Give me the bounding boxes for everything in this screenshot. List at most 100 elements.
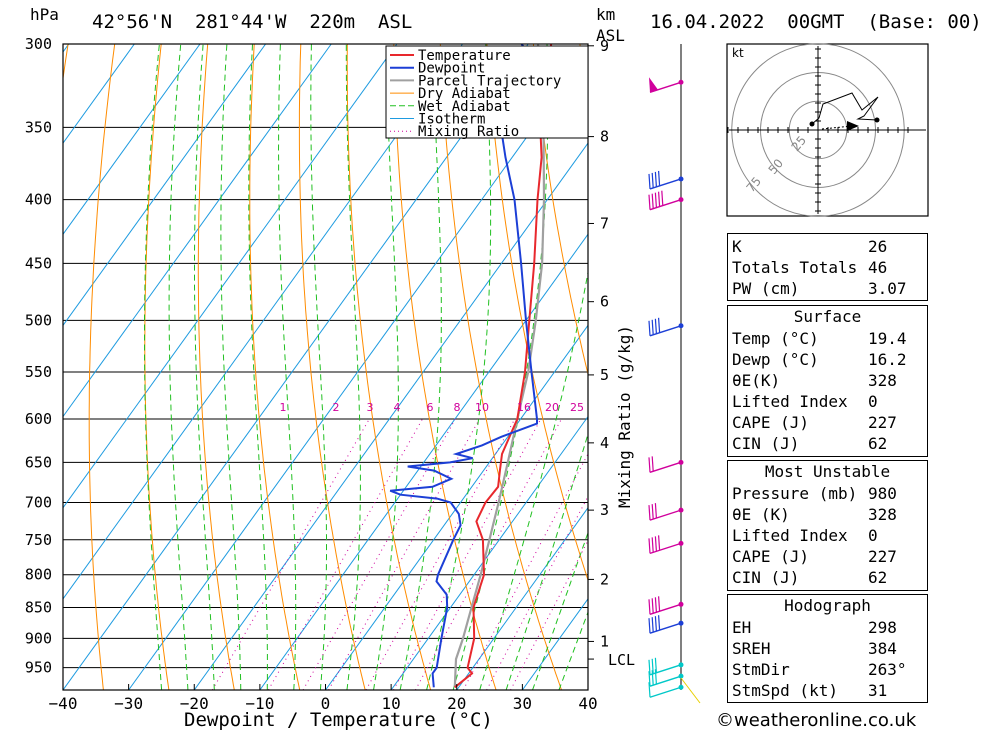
wind-barb-feather <box>648 599 651 615</box>
wind-barb-feather <box>648 320 651 336</box>
hodograph-index-value: 298 <box>868 618 897 637</box>
isotherm-line <box>63 44 398 509</box>
wind-barb-feather <box>651 456 654 472</box>
hodograph-index-label: SREH <box>732 639 771 658</box>
wind-barb-dot <box>678 507 684 513</box>
general-indices-box: K 26 Totals Totals 46 PW (cm) 3.07 <box>727 233 928 301</box>
most-unstable-index-label: θE (K) <box>732 505 790 524</box>
isotherm-line <box>259 233 588 690</box>
most-unstable-index-label: Lifted Index <box>732 526 848 545</box>
general-index-label: PW (cm) <box>732 279 800 298</box>
surface-index-row: Dewp (°C) 16.2 <box>728 349 927 370</box>
x-tick-label: −30 <box>114 694 143 713</box>
wind-barb-dot <box>678 684 684 690</box>
x-tick-label: 10 <box>381 694 400 713</box>
pressure-tick-label: 350 <box>25 118 52 136</box>
wind-barb-feather <box>658 317 661 333</box>
datetime-title: 16.04.2022 00GMT (Base: 00) <box>650 11 982 33</box>
copyright-footer[interactable]: ©weatheronline.co.uk <box>716 710 917 731</box>
general-index-row: Totals Totals 46 <box>728 257 927 278</box>
dewpoint-line <box>389 44 538 688</box>
wind-barb-staff <box>649 178 682 190</box>
mixing-ratio-line <box>302 418 456 690</box>
wet-adiabat <box>452 44 549 690</box>
wind-barb-feather <box>648 194 651 210</box>
surface-index-value: 227 <box>868 413 897 432</box>
wet-adiabat <box>532 531 588 690</box>
mixing-ratio-label: 10 <box>475 401 489 414</box>
dry-adiabat <box>486 44 588 582</box>
pressure-unit-label: hPa <box>30 5 59 24</box>
isotherm-line <box>456 506 588 690</box>
wind-barb-dot <box>678 176 684 182</box>
wet-adiabat <box>220 44 242 690</box>
wind-barb-feather <box>658 615 661 631</box>
surface-index-value: 328 <box>868 371 897 390</box>
height-tick-label: 9 <box>600 37 609 55</box>
legend-label: Temperature <box>418 48 511 64</box>
wind-barb-dot <box>678 662 684 668</box>
pressure-tick-label: 500 <box>25 311 52 329</box>
isotherm-line <box>63 44 201 236</box>
wind-barb-feather <box>654 597 657 613</box>
wind-barb-staff <box>649 542 682 555</box>
most-unstable-index-value: 0 <box>868 526 878 545</box>
wind-barb-dot <box>678 79 684 85</box>
wind-barb-feather <box>648 682 651 698</box>
wind-barb-feather <box>654 669 657 685</box>
hodograph-index-label: EH <box>732 618 752 637</box>
wind-barb-feather <box>654 192 657 208</box>
wind-barb-staff <box>649 325 682 337</box>
most-unstable-index-row: CIN (J) 62 <box>728 567 927 588</box>
wet-adiabat <box>345 44 361 690</box>
wind-barb-feather <box>648 659 651 675</box>
wind-barb-dot <box>678 601 684 607</box>
x-tick-label: −10 <box>245 694 274 713</box>
wet-adiabat <box>168 44 189 690</box>
mixing-ratio-line <box>328 418 480 690</box>
wet-adiabat <box>558 610 588 690</box>
wind-barb-feather <box>661 190 664 206</box>
wet-adiabat <box>310 44 327 690</box>
legend-label: Dry Adiabat <box>418 86 511 102</box>
surface-index-label: θE(K) <box>732 371 781 390</box>
wind-barb-staff <box>649 686 682 698</box>
x-tick-label: −40 <box>49 694 78 713</box>
wind-barb-feather <box>648 457 651 473</box>
mixing-ratio-label: 1 <box>280 401 287 414</box>
wind-barb-staff <box>649 461 682 474</box>
legend-label: Dewpoint <box>418 61 485 77</box>
surface-index-label: Dewp (°C) <box>732 350 819 369</box>
isotherm-line <box>325 324 588 690</box>
mixing-ratio-label: 2 <box>333 401 340 414</box>
x-axis-label: Dewpoint / Temperature (°C) <box>184 709 493 731</box>
mixing-ratio-label: 8 <box>454 401 461 414</box>
temperature-line <box>454 44 553 689</box>
hodograph-indices-title: Hodograph <box>784 596 871 615</box>
pressure-tick-label: 950 <box>25 659 52 677</box>
dry-adiabat <box>88 44 116 690</box>
pressure-tick-label: 650 <box>25 453 52 471</box>
most-unstable-index-row: θE (K) 328 <box>728 504 927 525</box>
surface-index-row: CIN (J) 62 <box>728 433 927 454</box>
surface-index-value: 19.4 <box>868 329 907 348</box>
wind-barb-dot <box>678 673 684 679</box>
most-unstable-index-row: Pressure (mb) 980 <box>728 483 927 504</box>
dry-adiabat <box>952 44 1000 690</box>
most-unstable-table: Pressure (mb) 980 θE (K) 328 Lifted Index 0 CA… <box>728 483 927 588</box>
wind-barb-feather <box>658 191 661 207</box>
wind-barb-feather <box>658 170 661 187</box>
mixing-ratio-label: 16 <box>517 401 531 414</box>
wind-barb-feather <box>654 616 657 632</box>
surface-title: Surface <box>793 307 862 326</box>
most-unstable-index-value: 328 <box>868 505 897 524</box>
wet-adiabat <box>144 44 163 690</box>
wind-barb-feather <box>651 319 654 335</box>
isotherm-line <box>390 415 588 690</box>
general-index-label: K <box>732 237 742 256</box>
height-tick-label: 7 <box>600 214 609 232</box>
hodograph-index-row: StmDir 263° <box>728 659 927 680</box>
most-unstable-title: Most Unstable <box>764 462 891 481</box>
x-tick-label: 20 <box>447 694 466 713</box>
